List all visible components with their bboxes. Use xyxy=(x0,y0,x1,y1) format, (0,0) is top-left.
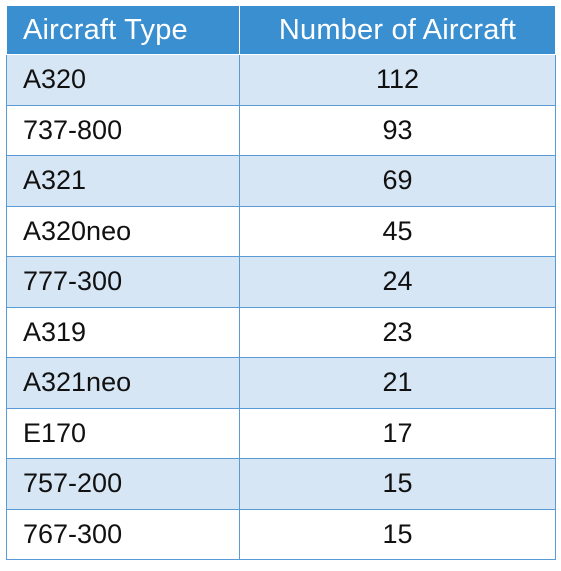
aircraft-count-cell: 17 xyxy=(239,407,556,459)
aircraft-type-cell: A321 xyxy=(6,155,240,207)
table-row: A321 69 xyxy=(6,155,556,207)
aircraft-count-cell: 45 xyxy=(239,205,556,257)
column-header-number-of-aircraft: Number of Aircraft xyxy=(239,5,556,55)
table-header-row: Aircraft Type Number of Aircraft xyxy=(6,5,556,55)
aircraft-count-cell: 15 xyxy=(239,508,556,560)
table-row: A320 112 xyxy=(6,54,556,106)
aircraft-type-cell: A320neo xyxy=(6,205,240,257)
aircraft-type-cell: A320 xyxy=(6,54,240,106)
aircraft-count-cell: 93 xyxy=(239,104,556,156)
table-row: A321neo 21 xyxy=(6,357,556,409)
aircraft-type-cell: 767-300 xyxy=(6,508,240,560)
table-row: A319 23 xyxy=(6,306,556,358)
aircraft-type-cell: A321neo xyxy=(6,357,240,409)
aircraft-count-cell: 69 xyxy=(239,155,556,207)
aircraft-fleet-table: Aircraft Type Number of Aircraft A320 11… xyxy=(6,5,556,560)
column-header-aircraft-type: Aircraft Type xyxy=(6,5,240,55)
table-row: 767-300 15 xyxy=(6,508,556,560)
table-row: 737-800 93 xyxy=(6,104,556,156)
aircraft-type-cell: 777-300 xyxy=(6,256,240,308)
aircraft-table-container: Aircraft Type Number of Aircraft A320 11… xyxy=(6,5,556,560)
aircraft-count-cell: 24 xyxy=(239,256,556,308)
aircraft-type-cell: 757-200 xyxy=(6,458,240,510)
table-row: 777-300 24 xyxy=(6,256,556,308)
aircraft-type-cell: E170 xyxy=(6,407,240,459)
aircraft-count-cell: 23 xyxy=(239,306,556,358)
table-row: E170 17 xyxy=(6,407,556,459)
aircraft-count-cell: 112 xyxy=(239,54,556,106)
aircraft-type-cell: A319 xyxy=(6,306,240,358)
aircraft-count-cell: 21 xyxy=(239,357,556,409)
aircraft-type-cell: 737-800 xyxy=(6,104,240,156)
table-row: A320neo 45 xyxy=(6,205,556,257)
table-row: 757-200 15 xyxy=(6,458,556,510)
aircraft-count-cell: 15 xyxy=(239,458,556,510)
